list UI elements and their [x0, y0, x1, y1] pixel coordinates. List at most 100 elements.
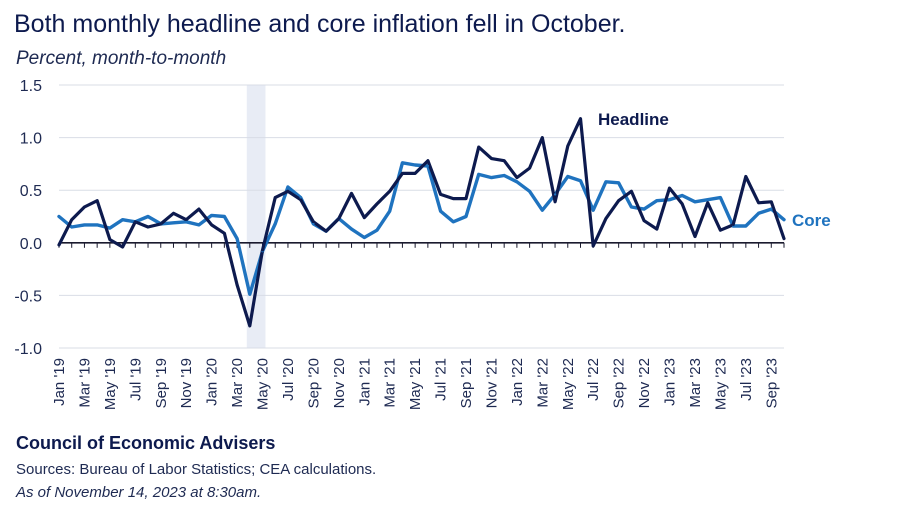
- data-point-headline: [490, 157, 493, 160]
- y-tick-label: 0.5: [20, 183, 42, 200]
- data-point-core: [706, 198, 709, 201]
- data-point-core: [388, 210, 391, 213]
- data-point-core: [757, 212, 760, 215]
- data-point-core: [363, 236, 366, 239]
- data-point-core: [223, 215, 226, 218]
- x-tick-label: Nov '21: [483, 358, 500, 408]
- data-point-core: [566, 175, 569, 178]
- data-point-headline: [350, 192, 353, 195]
- data-point-core: [630, 205, 633, 209]
- data-point-core: [655, 199, 658, 202]
- data-point-core: [350, 227, 353, 231]
- x-tick-label: Nov '22: [636, 358, 653, 408]
- data-point-core: [312, 222, 315, 226]
- data-point-core: [96, 223, 99, 227]
- x-tick-label: Sep '23: [763, 358, 780, 408]
- data-point-core: [541, 209, 544, 212]
- x-tick-label: Jul '19: [127, 358, 144, 401]
- data-point-headline: [528, 166, 531, 170]
- data-point-core: [197, 223, 201, 227]
- x-tick-label: Jan '21: [356, 358, 373, 406]
- data-point-headline: [617, 199, 620, 202]
- data-point-headline: [223, 232, 226, 235]
- recession-shade: [246, 85, 266, 348]
- x-tick-label: Sep '21: [458, 358, 475, 408]
- data-point-headline: [274, 196, 277, 199]
- data-point-headline: [57, 243, 61, 247]
- x-tick-label: Jul '23: [738, 358, 755, 401]
- x-tick-label: Jul '20: [280, 358, 297, 401]
- x-tick-label: Sep '22: [611, 358, 628, 408]
- data-point-headline: [782, 237, 786, 240]
- data-point-headline: [312, 220, 315, 223]
- x-tick-label: Jan '23: [662, 358, 679, 406]
- data-point-core: [274, 222, 277, 226]
- data-point-core: [528, 190, 531, 193]
- y-tick-label: 0.0: [20, 236, 42, 253]
- data-point-headline: [185, 218, 188, 221]
- chart-subtitle: Percent, month-to-month: [16, 48, 227, 69]
- data-point-headline: [172, 212, 175, 215]
- data-point-core: [782, 218, 786, 221]
- data-point-headline: [83, 205, 86, 209]
- data-point-headline: [541, 136, 544, 139]
- x-tick-label: Mar '23: [687, 358, 704, 408]
- x-tick-label: Sep '19: [153, 358, 170, 408]
- x-tick-label: May '23: [712, 358, 729, 410]
- data-point-headline: [337, 217, 340, 220]
- footer-organization: Council of Economic Advisers: [16, 433, 276, 453]
- data-point-headline: [159, 222, 162, 226]
- data-point-headline: [668, 186, 671, 190]
- data-point-core: [210, 214, 213, 217]
- x-tick-label: Jan '22: [509, 358, 526, 406]
- data-point-core: [401, 161, 404, 164]
- data-point-core: [579, 179, 582, 182]
- data-point-headline: [426, 159, 430, 162]
- data-point-headline: [464, 197, 468, 200]
- data-point-core: [426, 164, 430, 168]
- data-point-core: [592, 209, 595, 212]
- x-tick-label: May '22: [560, 358, 577, 410]
- data-point-core: [439, 210, 442, 213]
- data-point-headline: [286, 190, 290, 193]
- data-point-core: [503, 174, 506, 177]
- y-tick-label: 1.0: [20, 131, 42, 148]
- data-point-headline: [108, 238, 112, 241]
- data-point-core: [83, 223, 86, 227]
- data-point-core: [617, 181, 620, 184]
- x-tick-label: Mar '21: [382, 358, 399, 408]
- data-point-headline: [210, 223, 213, 227]
- x-tick-label: Mar '19: [76, 358, 93, 408]
- data-point-headline: [681, 202, 684, 206]
- data-point-headline: [553, 200, 557, 203]
- data-point-headline: [70, 218, 73, 221]
- chart-title: Both monthly headline and core inflation…: [14, 10, 626, 38]
- data-point-headline: [642, 219, 646, 222]
- data-point-headline: [452, 197, 455, 200]
- x-tick-label: May '19: [102, 358, 119, 410]
- y-tick-label: -1.0: [14, 341, 42, 358]
- series-line-core: [57, 161, 786, 296]
- data-point-core: [744, 224, 747, 228]
- data-point-headline: [197, 207, 201, 211]
- data-point-headline: [375, 202, 379, 206]
- data-point-headline: [757, 201, 760, 204]
- data-point-core: [490, 176, 493, 179]
- data-point-core: [57, 215, 61, 218]
- data-point-headline: [592, 244, 595, 248]
- data-point-headline: [719, 229, 722, 232]
- data-point-headline: [363, 216, 366, 219]
- data-point-headline: [477, 145, 480, 149]
- x-tick-label: Jan '19: [51, 358, 68, 406]
- data-point-headline: [744, 175, 747, 178]
- y-tick-label: 1.5: [20, 78, 42, 95]
- data-point-core: [452, 220, 455, 223]
- data-point-headline: [401, 172, 404, 175]
- x-tick-label: Jan '20: [204, 358, 221, 406]
- data-point-core: [299, 196, 302, 199]
- x-tick-label: Mar '22: [534, 358, 551, 408]
- data-point-core: [693, 200, 697, 203]
- data-point-headline: [388, 190, 391, 193]
- data-point-core: [719, 196, 722, 199]
- data-point-core: [553, 193, 557, 196]
